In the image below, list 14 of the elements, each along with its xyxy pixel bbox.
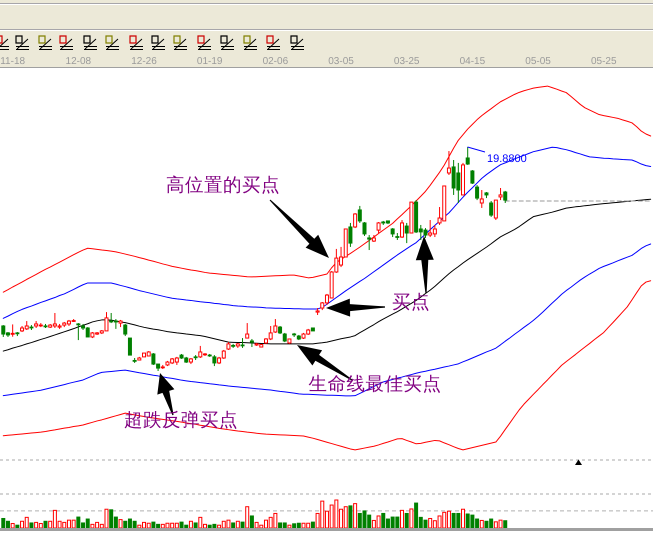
x-tick-label: 04-15	[460, 56, 486, 67]
x-tick-label: 11-18	[0, 56, 26, 67]
x-tick-label: 12-08	[66, 56, 92, 67]
annotation: 高位置的买点	[166, 174, 280, 195]
x-tick-label: 12-26	[131, 56, 157, 67]
x-tick-label: 03-25	[394, 56, 420, 67]
annotation: 买点	[392, 291, 430, 312]
annotation: 买点	[326, 236, 434, 317]
annotation: 高位置的买点	[166, 174, 329, 258]
x-tick-label: 03-05	[328, 56, 354, 67]
x-tick-label: 05-05	[525, 56, 551, 67]
x-tick-label: 01-19	[196, 56, 222, 67]
x-tick-label: 05-25	[590, 56, 617, 67]
x-tick-label: 02-06	[262, 56, 288, 67]
